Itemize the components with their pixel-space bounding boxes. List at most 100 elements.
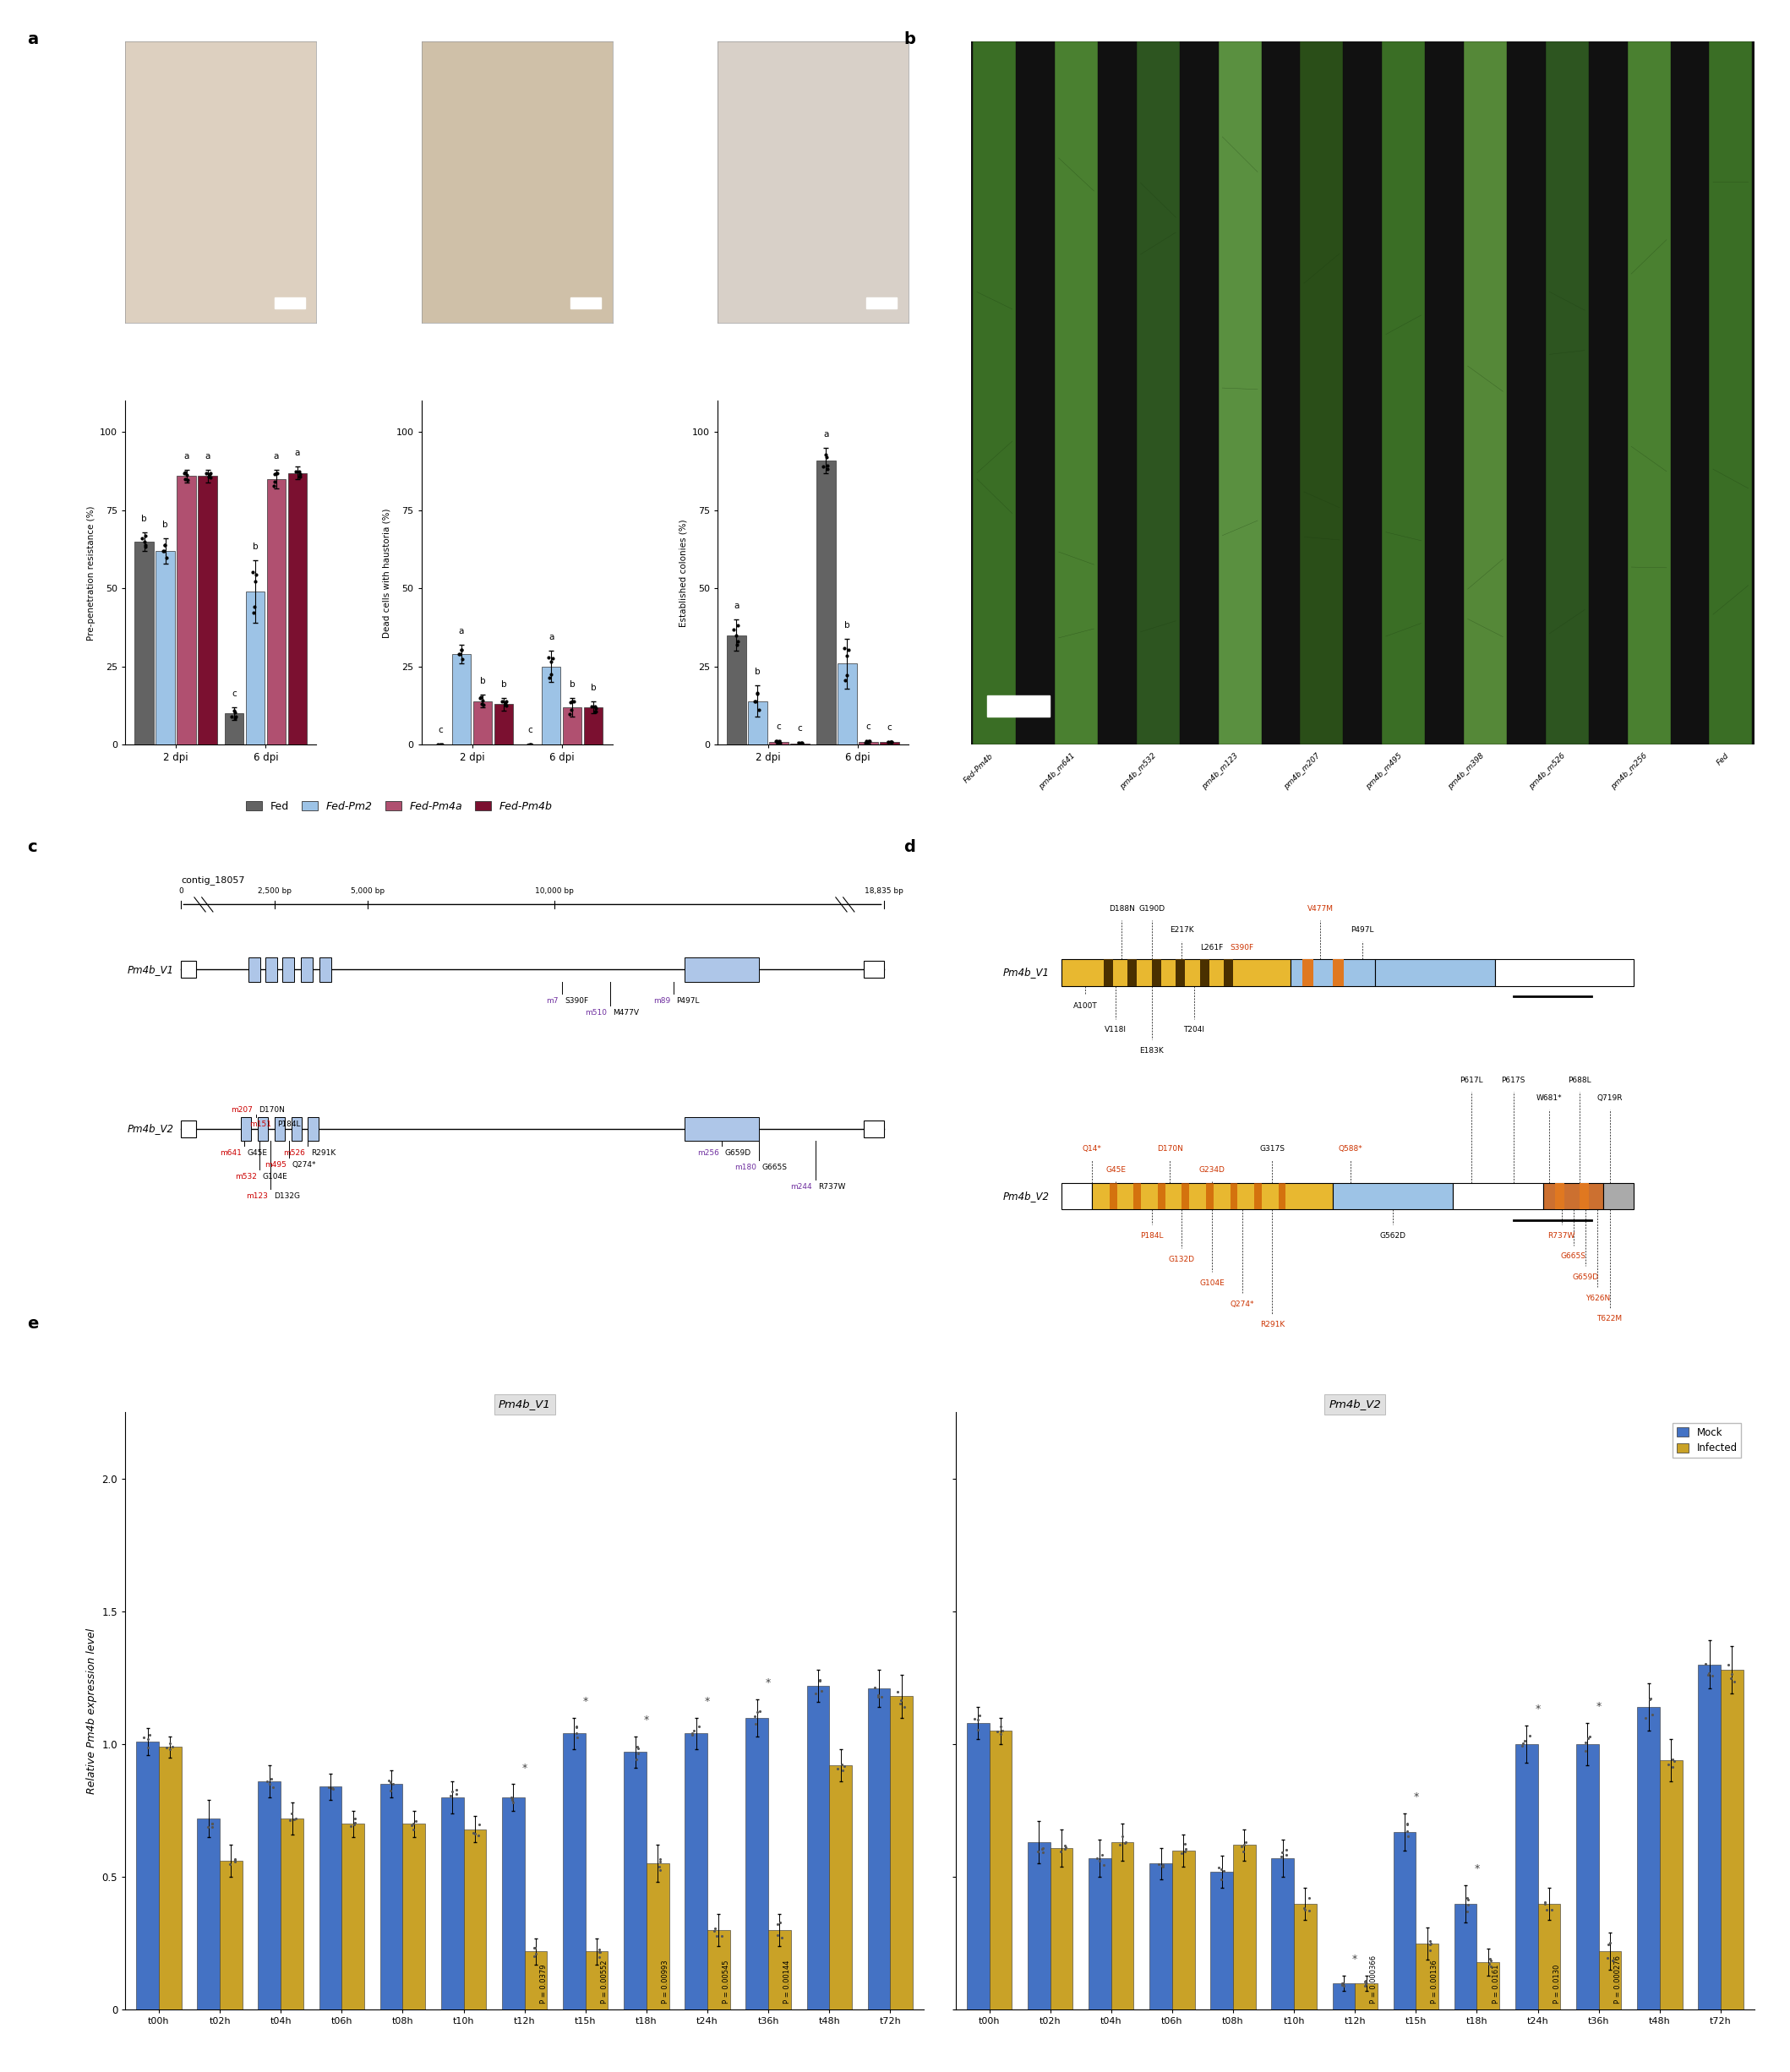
- Text: W681*: W681*: [1536, 1094, 1563, 1102]
- Bar: [562, 1734, 585, 2010]
- Bar: [319, 957, 331, 982]
- Point: [1051, 1830, 1079, 1863]
- Point: [623, 1732, 652, 1765]
- Point: [192, 458, 220, 491]
- Point: [1289, 1892, 1317, 1925]
- Point: [465, 1809, 494, 1842]
- Point: [1267, 1840, 1296, 1873]
- Point: [585, 1941, 614, 1975]
- Point: [401, 1805, 430, 1838]
- Text: P = 0.000276: P = 0.000276: [1615, 1956, 1622, 2004]
- Point: [1631, 1701, 1659, 1734]
- Point: [1695, 1656, 1724, 1689]
- Title: Pm4b_V2: Pm4b_V2: [1328, 1399, 1382, 1409]
- Bar: [1709, 41, 1752, 744]
- Bar: [501, 1796, 524, 2010]
- Bar: [1416, 1944, 1439, 2010]
- Point: [558, 686, 587, 719]
- Text: pm4b_m207: pm4b_m207: [1283, 752, 1321, 792]
- Point: [150, 528, 179, 562]
- Text: *: *: [523, 1763, 528, 1774]
- Point: [1693, 1658, 1722, 1691]
- Bar: [1104, 959, 1113, 986]
- Point: [469, 684, 498, 717]
- Text: 0: 0: [179, 887, 184, 895]
- Point: [1453, 1881, 1482, 1915]
- Point: [829, 1755, 857, 1788]
- Text: *: *: [1351, 1954, 1357, 1964]
- Text: a: a: [548, 634, 553, 642]
- Point: [723, 628, 752, 661]
- Bar: [308, 1117, 319, 1142]
- Point: [886, 1687, 915, 1720]
- Point: [1232, 1825, 1260, 1859]
- Text: e: e: [27, 1316, 38, 1332]
- Bar: [1543, 1183, 1604, 1210]
- Text: R291K: R291K: [1260, 1322, 1285, 1328]
- Text: Pm4b_V2: Pm4b_V2: [1002, 1191, 1049, 1202]
- Point: [1112, 1825, 1140, 1859]
- Point: [702, 1919, 730, 1952]
- Point: [700, 1912, 729, 1946]
- Point: [149, 535, 177, 568]
- Point: [766, 725, 795, 758]
- Point: [281, 1801, 310, 1834]
- Point: [217, 700, 245, 733]
- Text: b: b: [501, 680, 507, 688]
- Text: c: c: [439, 725, 442, 736]
- Bar: [1577, 1745, 1598, 2010]
- Text: Q588*: Q588*: [1339, 1146, 1362, 1152]
- Bar: [1598, 1952, 1622, 2010]
- Point: [813, 439, 841, 472]
- Point: [1024, 1836, 1053, 1869]
- Bar: [1303, 959, 1314, 986]
- Text: m89: m89: [653, 997, 671, 1005]
- Text: P = 0.00552: P = 0.00552: [601, 1960, 609, 2004]
- Text: m123: m123: [245, 1193, 268, 1200]
- Point: [1351, 1968, 1380, 2002]
- Point: [1477, 1944, 1505, 1977]
- Point: [465, 682, 494, 715]
- Point: [1350, 1968, 1378, 2002]
- Bar: [990, 1730, 1011, 2010]
- Point: [172, 458, 200, 491]
- Text: 5,000 bp: 5,000 bp: [351, 887, 385, 895]
- Bar: [865, 961, 884, 978]
- Point: [1027, 1836, 1056, 1869]
- Bar: [1720, 1670, 1743, 2010]
- Point: [220, 694, 249, 727]
- Point: [1291, 1894, 1319, 1927]
- Bar: [1110, 1183, 1117, 1210]
- Bar: [838, 663, 857, 744]
- Point: [763, 725, 791, 758]
- Point: [129, 1722, 158, 1755]
- Text: P617S: P617S: [1502, 1077, 1525, 1084]
- Bar: [1382, 41, 1425, 744]
- Point: [578, 690, 607, 723]
- Point: [424, 727, 453, 760]
- Point: [1149, 1850, 1178, 1883]
- Point: [788, 725, 816, 758]
- Text: M477V: M477V: [612, 1009, 639, 1017]
- Text: L261F: L261F: [1201, 945, 1224, 951]
- Point: [517, 727, 546, 760]
- Point: [562, 1716, 591, 1749]
- Point: [1538, 1894, 1566, 1927]
- Point: [986, 1709, 1015, 1743]
- Point: [442, 1778, 471, 1811]
- Text: D188N: D188N: [1108, 905, 1135, 914]
- Point: [1514, 1720, 1543, 1753]
- Text: pm4b_m495: pm4b_m495: [1364, 752, 1403, 792]
- Text: c: c: [888, 723, 891, 731]
- Bar: [440, 1796, 464, 2010]
- Bar: [258, 1782, 281, 2010]
- Point: [764, 725, 793, 758]
- Point: [437, 1780, 465, 1813]
- Point: [1572, 1726, 1600, 1759]
- Text: 10,000 bp: 10,000 bp: [535, 887, 573, 895]
- Point: [723, 626, 752, 659]
- Text: a: a: [295, 450, 301, 458]
- Text: Q274*: Q274*: [1230, 1301, 1255, 1307]
- Bar: [1210, 1871, 1233, 2010]
- Bar: [1112, 1842, 1133, 2010]
